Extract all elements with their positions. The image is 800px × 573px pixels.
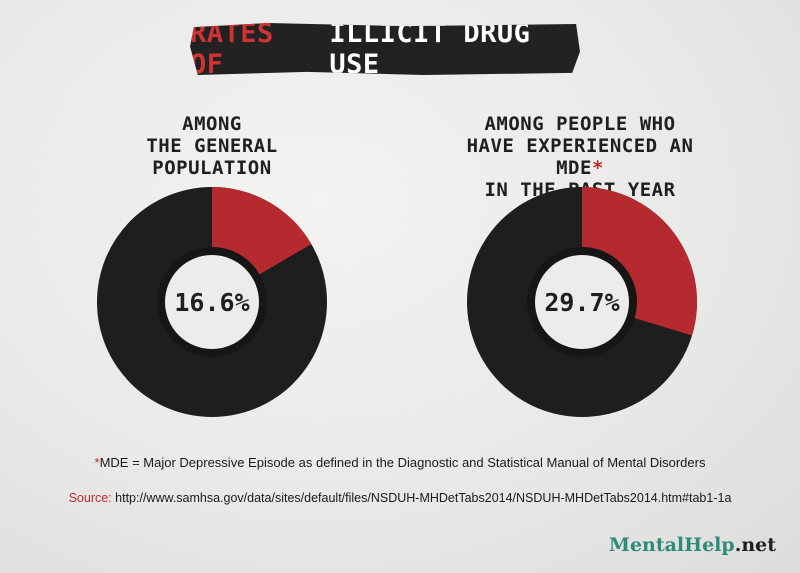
- heading-line: AMONG PEOPLE WHO: [484, 113, 676, 135]
- donut-center-value: 29.7%: [544, 288, 619, 317]
- title-banner: RATES OF ILLICIT DRUG USE: [190, 23, 580, 75]
- title-accent: RATES OF: [190, 18, 274, 80]
- brand-logo-part2: .net: [734, 534, 776, 556]
- donut-hole: [165, 255, 259, 349]
- asterisk-mark: *: [591, 157, 604, 179]
- mde-footnote: *MDE = Major Depressive Episode as defin…: [0, 455, 800, 470]
- heading-line: THE GENERAL: [146, 135, 278, 157]
- title-main: ILLICIT DRUG USE: [329, 18, 531, 80]
- heading-line: POPULATION: [152, 157, 272, 179]
- heading-line: AMONG: [182, 113, 242, 135]
- asterisk-mark: *: [94, 455, 100, 470]
- source-url: http://www.samhsa.gov/data/sites/default…: [115, 491, 732, 505]
- brand-logo: MentalHelp.net: [609, 534, 776, 556]
- donut-chart-mde-population: 29.7%: [467, 187, 697, 417]
- chart-heading-general-population: AMONG THE GENERAL POPULATION: [112, 113, 312, 179]
- donut-center-value: 16.6%: [174, 288, 249, 317]
- source-footnote: Source: http://www.samhsa.gov/data/sites…: [0, 491, 800, 505]
- donut-hole: [535, 255, 629, 349]
- brand-logo-part1: MentalHelp: [608, 534, 735, 556]
- heading-line: HAVE EXPERIENCED AN MDE*: [440, 135, 720, 179]
- donut-chart-general-population: 16.6%: [97, 187, 327, 417]
- heading-line-text: HAVE EXPERIENCED AN MDE: [466, 135, 694, 179]
- source-label: Source:: [68, 491, 112, 505]
- mde-footnote-text: MDE = Major Depressive Episode as define…: [99, 455, 706, 470]
